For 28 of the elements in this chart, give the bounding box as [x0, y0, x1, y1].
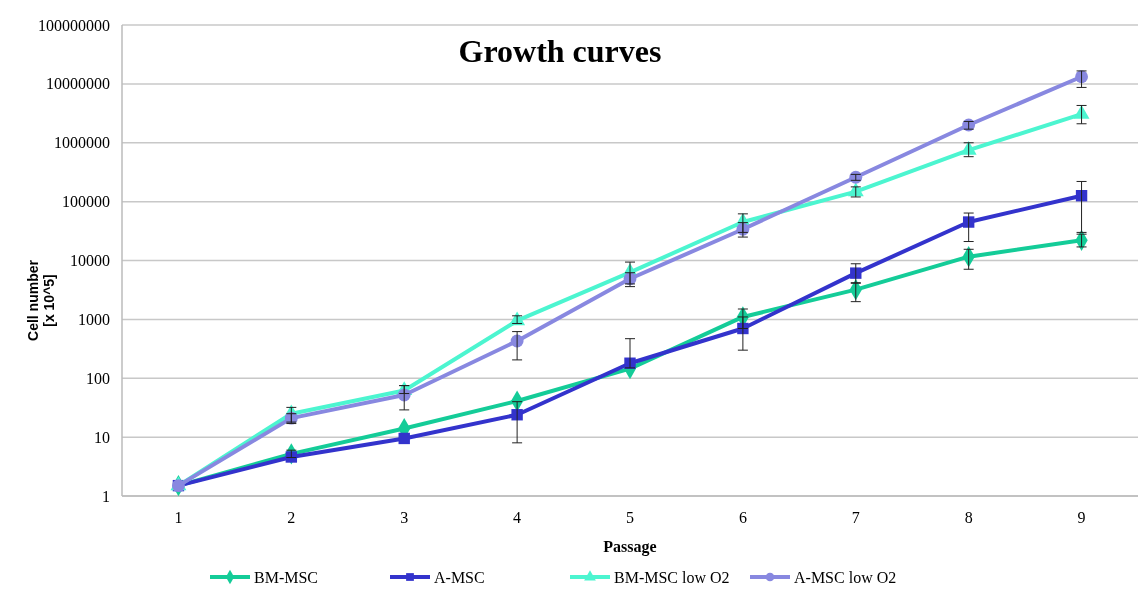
point — [962, 216, 975, 228]
y-tick-label: 1 — [102, 487, 110, 505]
point — [398, 432, 410, 445]
y-tick-label: 10000000 — [46, 75, 110, 93]
y-tick-label: 10 — [94, 428, 110, 446]
y-tick-label: 100000 — [62, 193, 110, 211]
x-tick-label: 3 — [400, 509, 409, 526]
x-tick-label: 4 — [513, 509, 522, 526]
legend-label: A-MSC low O2 — [794, 568, 897, 586]
y-tick-label: 100000000 — [38, 16, 110, 34]
x-axis-title: Passage — [603, 538, 657, 556]
x-tick-label: 6 — [738, 509, 747, 526]
y-tick-label: 10000 — [70, 252, 110, 270]
x-tick-label: 2 — [287, 509, 296, 526]
x-tick-label: 7 — [851, 509, 860, 526]
y-tick-label: 1000 — [78, 310, 110, 328]
x-tick-label: 1 — [174, 509, 183, 526]
y-tick-label: 100 — [86, 369, 110, 387]
legend-label: A-MSC — [434, 568, 485, 586]
legend-label: BM-MSC low O2 — [614, 568, 730, 586]
y-tick-label: 1000000 — [54, 134, 110, 152]
chart-title: Growth curves — [458, 33, 662, 69]
y-axis-title: Cell number [x 10^5] — [25, 259, 57, 341]
x-tick-label: 5 — [626, 509, 634, 526]
point — [850, 267, 862, 279]
x-tick-label: 9 — [1077, 509, 1086, 526]
x-tick-label: 8 — [964, 509, 973, 526]
legend-label: BM-MSC — [254, 568, 319, 586]
